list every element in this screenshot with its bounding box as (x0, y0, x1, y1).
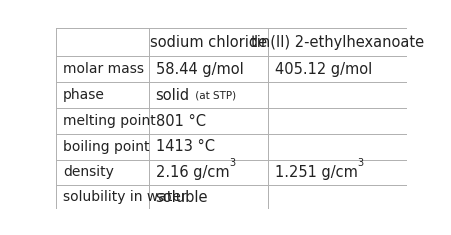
Text: 405.12 g/mol: 405.12 g/mol (274, 62, 371, 77)
Text: 3: 3 (229, 158, 235, 168)
Text: 58.44 g/mol: 58.44 g/mol (155, 62, 243, 77)
Text: solid: solid (155, 88, 189, 103)
Text: 3: 3 (357, 158, 363, 168)
Text: sodium chloride: sodium chloride (150, 35, 267, 50)
Text: soluble: soluble (155, 190, 207, 205)
Text: molar mass: molar mass (63, 62, 143, 76)
Text: solubility in water: solubility in water (63, 190, 186, 204)
Text: density: density (63, 165, 114, 179)
Text: boiling point: boiling point (63, 140, 149, 154)
Text: melting point: melting point (63, 114, 155, 128)
Text: 1.251 g/cm: 1.251 g/cm (274, 165, 357, 180)
Text: (at STP): (at STP) (191, 90, 235, 100)
Text: 2.16 g/cm: 2.16 g/cm (155, 165, 229, 180)
Text: 1413 °C: 1413 °C (155, 139, 214, 154)
Text: tin(II) 2-ethylhexanoate: tin(II) 2-ethylhexanoate (250, 35, 423, 50)
Text: 801 °C: 801 °C (155, 114, 205, 129)
Text: phase: phase (63, 88, 105, 102)
